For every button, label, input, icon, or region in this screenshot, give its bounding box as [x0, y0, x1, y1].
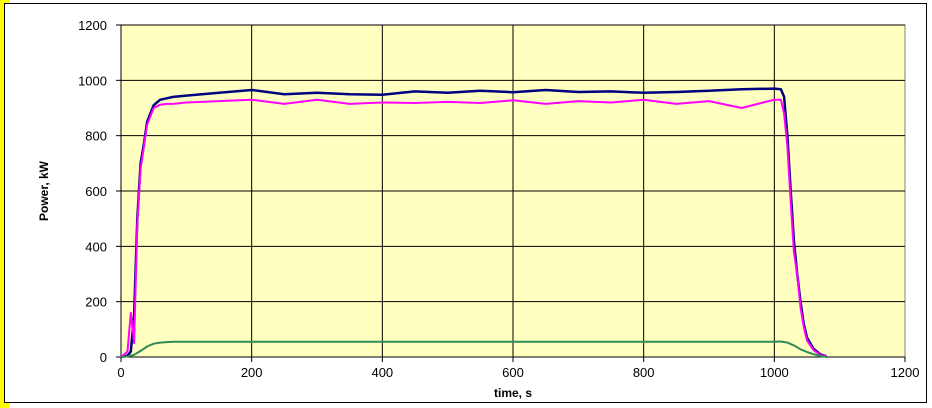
series-line-2 [120, 98, 827, 358]
y-tick-label: 1200 [78, 18, 107, 33]
x-tick-label: 200 [241, 365, 263, 380]
x-tick-label: 800 [633, 365, 655, 380]
x-tick-label: 1000 [760, 365, 789, 380]
x-tick-label: 400 [371, 365, 393, 380]
series-line-3 [120, 340, 827, 358]
y-tick-label: 800 [85, 129, 107, 144]
y-tick-label: 400 [85, 239, 107, 254]
x-axis-title: time, s [494, 386, 532, 400]
x-tick-label: 0 [117, 365, 124, 380]
y-tick-label: 0 [100, 350, 107, 365]
y-tick-label: 200 [85, 295, 107, 310]
x-tick-label: 600 [502, 365, 524, 380]
y-tick-label: 1000 [78, 73, 107, 88]
y-tick-label: 600 [85, 184, 107, 199]
y-axis-title: Power, kW [37, 160, 51, 221]
x-tick-label: 1200 [891, 365, 920, 380]
